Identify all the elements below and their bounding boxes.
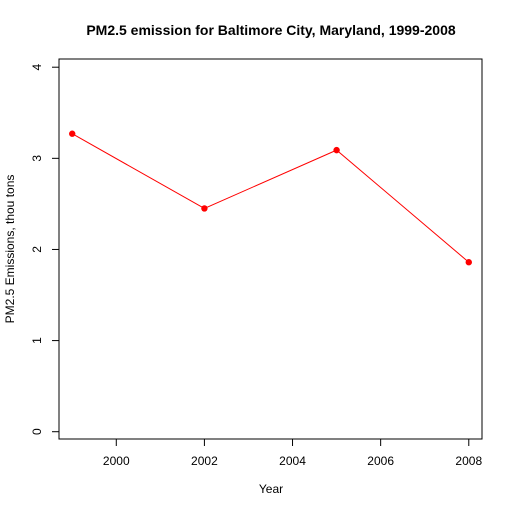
x-tick-label-2002: 2002	[191, 454, 218, 468]
chart-title: PM2.5 emission for Baltimore City, Maryl…	[86, 22, 456, 38]
data-point-1999	[69, 130, 76, 137]
y-tick-label-4: 4	[30, 64, 44, 71]
y-tick-label-2: 2	[30, 246, 44, 253]
x-tick-label-2000: 2000	[103, 454, 130, 468]
x-tick-label-2006: 2006	[367, 454, 394, 468]
y-axis-label: PM2.5 Emissions, thou tons	[3, 175, 17, 324]
data-point-2002	[201, 205, 208, 212]
series-line-0	[71, 133, 470, 263]
data-point-2005	[333, 146, 340, 154]
y-axis: 0 1 2 3 4	[30, 64, 59, 435]
y-tick-label-3: 3	[30, 155, 44, 162]
y-tick-label-0: 0	[30, 428, 44, 435]
x-tick-label-2004: 2004	[279, 454, 306, 468]
data-point-2008	[465, 259, 472, 266]
plot-frame	[58, 58, 483, 440]
series-layer	[69, 130, 472, 266]
x-axis: 2000 2002 2004 2006 2008	[103, 439, 482, 468]
y-tick-label-1: 1	[30, 337, 44, 344]
x-axis-label: Year	[259, 482, 283, 496]
x-tick-label-2008: 2008	[455, 454, 482, 468]
